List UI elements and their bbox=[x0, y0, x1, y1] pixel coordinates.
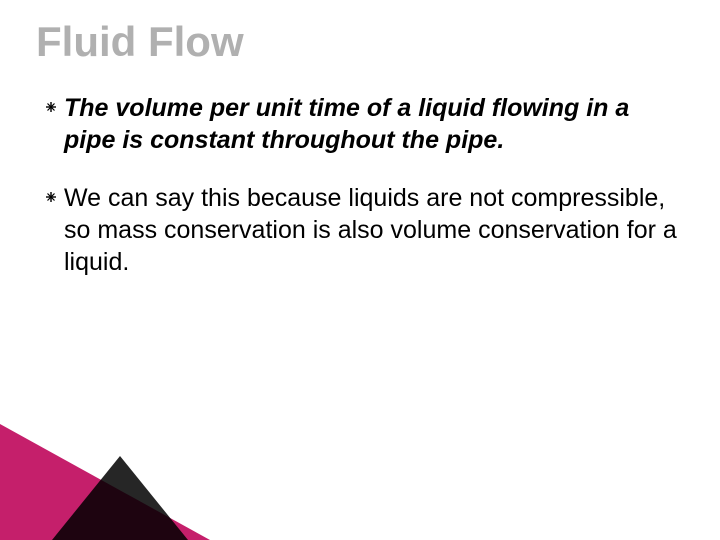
corner-accent bbox=[0, 420, 260, 540]
slide: Fluid Flow The volume per unit time of a… bbox=[0, 0, 720, 540]
list-item: We can say this because liquids are not … bbox=[46, 182, 684, 278]
bullet-marker-icon bbox=[46, 102, 64, 112]
bullet-list: The volume per unit time of a liquid flo… bbox=[36, 92, 684, 278]
bullet-text: The volume per unit time of a liquid flo… bbox=[64, 92, 684, 156]
bullet-marker-icon bbox=[46, 192, 64, 202]
accent-triangle-black bbox=[52, 456, 188, 540]
list-item: The volume per unit time of a liquid flo… bbox=[46, 92, 684, 156]
bullet-text: We can say this because liquids are not … bbox=[64, 182, 684, 278]
accent-triangle-pink bbox=[0, 424, 210, 540]
slide-title: Fluid Flow bbox=[36, 18, 684, 66]
